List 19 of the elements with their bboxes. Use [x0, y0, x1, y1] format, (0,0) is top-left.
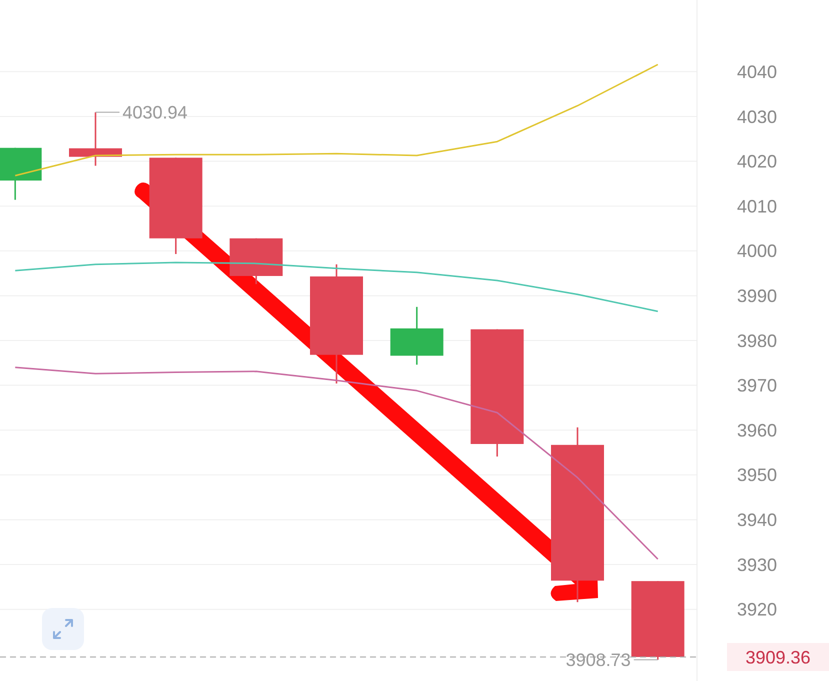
y-tick-label: 3920 [736, 600, 778, 620]
y-tick-label: 3970 [736, 376, 778, 396]
y-tick-label: 4020 [736, 152, 778, 172]
y-tick-label: 3950 [736, 465, 778, 486]
y-tick-label: 4010 [736, 196, 778, 216]
y-tick-label: 3930 [736, 554, 778, 575]
annotation: 4030.94 [122, 102, 188, 123]
y-tick-label: 4000 [736, 241, 778, 262]
ref-line-label: 3909.36 [745, 647, 811, 668]
annotation: 3908.73 [566, 650, 631, 670]
y-tick-label: 4040 [736, 62, 778, 82]
line-series [14, 262, 659, 312]
y-tick-label: 3980 [736, 330, 778, 351]
y-tick-label: 3990 [736, 286, 778, 306]
y-tick-label: 3960 [736, 420, 778, 440]
y-tick-label: 4030 [736, 106, 778, 127]
line-series [14, 64, 659, 176]
line-series [14, 366, 659, 560]
y-tick-label: 3940 [736, 510, 778, 530]
